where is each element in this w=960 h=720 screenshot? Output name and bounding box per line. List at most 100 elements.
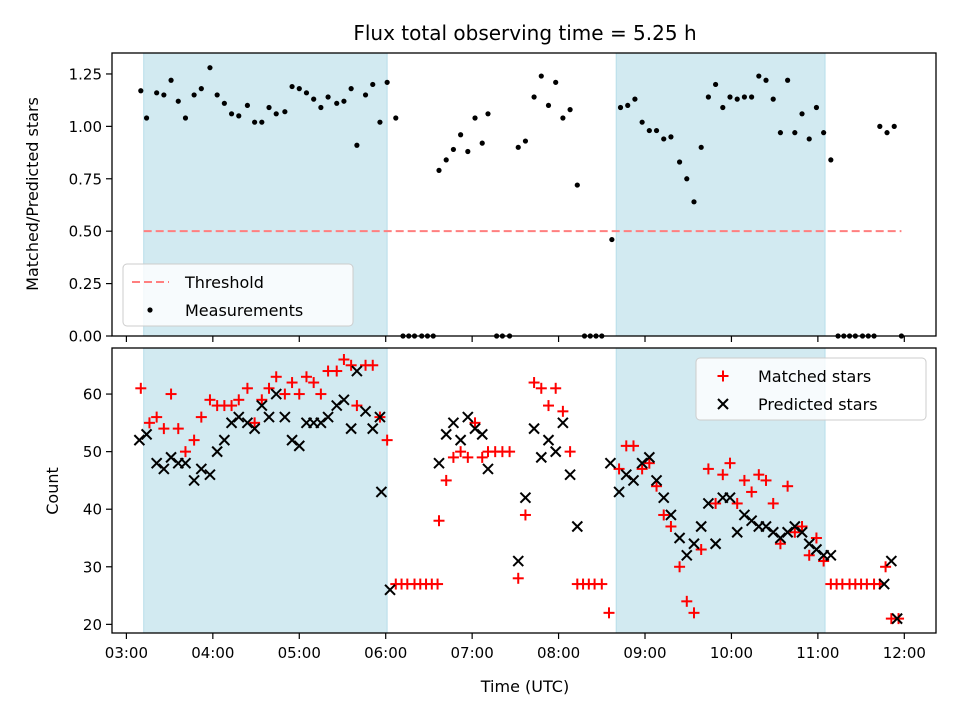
legend-dot-swatch bbox=[147, 307, 153, 313]
data-point bbox=[188, 434, 200, 446]
x-tick-label: 12:00 bbox=[883, 644, 926, 662]
top-y-axis-label: Matched/Predicted stars bbox=[23, 97, 42, 291]
data-point bbox=[650, 474, 663, 487]
x-tick-label: 07:00 bbox=[451, 644, 494, 662]
data-point bbox=[777, 130, 784, 136]
data-point bbox=[512, 555, 524, 567]
data-point bbox=[627, 440, 639, 452]
data-point bbox=[351, 365, 363, 377]
data-point bbox=[753, 469, 765, 481]
data-point bbox=[792, 130, 798, 136]
data-point bbox=[741, 94, 748, 100]
data-point bbox=[627, 474, 640, 487]
data-point bbox=[214, 92, 220, 98]
data-point bbox=[774, 532, 787, 544]
data-point bbox=[688, 538, 700, 550]
data-point bbox=[198, 86, 204, 92]
data-point bbox=[803, 538, 815, 550]
data-point bbox=[225, 417, 238, 429]
data-point bbox=[367, 359, 379, 371]
data-point bbox=[440, 428, 452, 441]
bottom-y-axis-label: Count bbox=[43, 467, 62, 515]
data-point bbox=[165, 451, 177, 464]
data-point bbox=[354, 142, 360, 148]
series-dot bbox=[138, 65, 905, 339]
data-point bbox=[140, 428, 153, 441]
data-point bbox=[609, 236, 615, 243]
data-point bbox=[681, 595, 693, 607]
data-point bbox=[233, 394, 245, 406]
data-point bbox=[720, 104, 726, 111]
data-point bbox=[557, 417, 569, 429]
data-point bbox=[695, 520, 707, 533]
data-point bbox=[806, 136, 812, 142]
data-point bbox=[440, 474, 452, 486]
data-point bbox=[542, 434, 555, 446]
data-point bbox=[384, 584, 396, 596]
data-point bbox=[564, 468, 576, 481]
data-point bbox=[567, 107, 573, 113]
data-point bbox=[263, 382, 275, 394]
data-point bbox=[646, 127, 652, 134]
data-point bbox=[636, 457, 648, 469]
data-point bbox=[286, 377, 298, 389]
data-point bbox=[469, 422, 481, 435]
data-point bbox=[760, 520, 772, 533]
data-point bbox=[632, 96, 638, 102]
data-point bbox=[767, 526, 779, 538]
data-point bbox=[789, 520, 801, 533]
data-point bbox=[545, 102, 552, 109]
data-point bbox=[717, 469, 729, 481]
x-tick-label: 03:00 bbox=[105, 644, 148, 662]
data-point bbox=[724, 491, 736, 504]
data-point bbox=[228, 111, 235, 117]
data-point bbox=[749, 94, 755, 100]
data-point bbox=[286, 434, 298, 446]
data-point bbox=[560, 115, 566, 121]
legend-label: Matched stars bbox=[758, 367, 871, 386]
legend-box bbox=[122, 263, 354, 327]
data-point bbox=[785, 77, 791, 83]
data-point bbox=[596, 578, 608, 590]
data-point bbox=[381, 434, 393, 446]
data-point bbox=[479, 140, 485, 146]
data-point bbox=[519, 509, 531, 521]
data-point bbox=[143, 115, 150, 121]
data-point bbox=[774, 538, 786, 550]
data-point bbox=[195, 463, 208, 475]
panel-count: 20 30 40 50 60 03:00 04:00 05:00 06:00 07:00 08:00… bbox=[83, 347, 937, 662]
data-point bbox=[880, 561, 892, 573]
data-point bbox=[384, 79, 390, 85]
data-point bbox=[433, 457, 445, 469]
y-tick-label: 40 bbox=[83, 501, 102, 519]
data-point bbox=[665, 509, 677, 521]
data-point bbox=[221, 100, 227, 106]
data-point bbox=[256, 394, 268, 406]
data-point bbox=[331, 365, 343, 377]
data-point bbox=[884, 130, 890, 136]
data-point bbox=[476, 428, 488, 441]
data-point bbox=[781, 526, 794, 538]
data-point bbox=[712, 81, 719, 88]
data-point bbox=[482, 463, 494, 475]
data-point bbox=[695, 544, 707, 556]
data-point bbox=[574, 182, 580, 188]
data-point bbox=[564, 446, 576, 458]
data-point bbox=[891, 123, 897, 129]
data-point bbox=[535, 451, 547, 464]
data-point bbox=[161, 92, 167, 98]
data-point bbox=[345, 422, 357, 435]
data-point bbox=[322, 411, 334, 423]
axes-frame bbox=[111, 52, 937, 337]
data-point bbox=[668, 134, 674, 140]
data-point bbox=[643, 451, 656, 464]
data-point bbox=[179, 457, 192, 469]
data-point bbox=[738, 509, 751, 521]
data-point bbox=[315, 388, 327, 400]
data-point bbox=[377, 119, 383, 125]
data-point bbox=[504, 446, 516, 458]
data-point bbox=[447, 451, 459, 463]
data-point bbox=[571, 520, 584, 533]
data-point bbox=[158, 423, 170, 435]
